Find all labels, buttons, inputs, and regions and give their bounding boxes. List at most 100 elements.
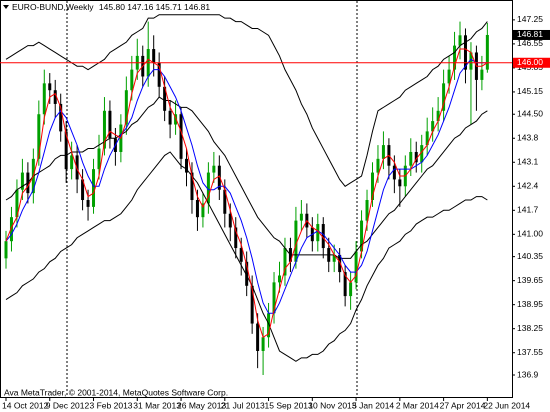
candle-body [354, 251, 358, 283]
y-tick-label: 145.15 [517, 86, 543, 96]
plot-frame [0, 0, 513, 398]
candle-body [206, 172, 210, 204]
candle-body [228, 213, 232, 228]
candle-body [414, 151, 418, 163]
x-tick-label: 21 Jul 2013 [221, 400, 265, 410]
candle-body [365, 200, 369, 221]
level-label-box [513, 57, 550, 68]
x-tick-label: 2 Mar 2014 [396, 400, 439, 410]
candle-body [92, 169, 96, 207]
price-label-box [513, 29, 550, 40]
candle-body [485, 34, 489, 70]
y-tick-label: 138.95 [517, 299, 543, 309]
candle-body [86, 200, 90, 207]
candle-body [70, 155, 74, 170]
x-tick-label: 3 Feb 2013 [90, 400, 133, 410]
candle-body [425, 131, 429, 146]
candle-body [37, 114, 41, 159]
symbol: EURO-BUND,Weekly [12, 2, 94, 12]
candle-body [185, 158, 189, 173]
quote-open: 145.80 [99, 2, 125, 12]
candle-body [15, 189, 19, 218]
candle-body [217, 165, 221, 190]
x-tick-label: 14 Oct 2012 [2, 400, 49, 410]
candle-body [234, 227, 238, 249]
y-tick-label: 140.35 [517, 251, 543, 261]
x-tick-label: 27 Apr 2014 [440, 400, 486, 410]
candle-body [321, 224, 325, 249]
copyright: Ava MetaTrader, © 2001-2014, MetaQuotes … [4, 387, 228, 397]
candle-body [332, 254, 336, 262]
candle-body [179, 114, 183, 159]
candle-body [245, 261, 249, 286]
candle-body [360, 220, 364, 252]
menu-icon [3, 5, 9, 9]
chart-title: EURO-BUND,Weekly 145.80 147.16 145.71 14… [12, 2, 210, 12]
indicator-line [5, 151, 488, 362]
candle-body [447, 69, 451, 84]
candle-body [152, 49, 156, 63]
candle-body [272, 282, 276, 314]
y-tick-label: 143.8 [517, 133, 539, 143]
candle-body [168, 110, 172, 125]
candle-body [316, 224, 320, 242]
candle-body [81, 179, 85, 201]
candle-body [130, 69, 134, 91]
y-tick-label: 137.55 [517, 347, 543, 357]
candle-body [343, 272, 347, 297]
quote-high: 147.16 [127, 2, 153, 12]
candle-body [174, 114, 178, 125]
candle-body [453, 45, 457, 70]
x-tick-label: 15 Sep 2013 [265, 400, 313, 410]
indicator-line [5, 14, 488, 187]
candle-body [201, 203, 205, 218]
y-tick-label: 147.25 [517, 14, 543, 24]
candle-body [458, 35, 462, 46]
candle-body [480, 69, 484, 80]
y-tick-label: 142.4 [517, 181, 539, 191]
candle-body [338, 254, 342, 273]
y-tick-label: 141.00 [517, 229, 543, 239]
candle-body [442, 83, 446, 111]
candle-body [223, 189, 227, 214]
y-tick-label: 141.7 [517, 205, 539, 215]
level-label: 146.00 [517, 57, 543, 67]
candle-body [294, 220, 298, 262]
candle-body [398, 179, 402, 187]
candle-body [392, 165, 396, 180]
candle-body [370, 172, 374, 201]
y-tick-label: 139.65 [517, 275, 543, 285]
candle-body [163, 86, 167, 111]
indicator-line [5, 58, 488, 314]
candle-body [409, 151, 413, 166]
candle-body [20, 172, 24, 190]
candle-body [42, 83, 46, 115]
candle-body [108, 110, 112, 139]
candle-body [256, 323, 260, 351]
candle-body [283, 248, 287, 276]
candle-body [463, 35, 467, 70]
indicator-line [5, 96, 488, 259]
marks [4, 14, 489, 376]
x-tick-label: 5 Jan 2014 [352, 400, 394, 410]
candle-body [420, 145, 424, 163]
x-tick-label: 10 Nov 2013 [308, 400, 356, 410]
candle-body [190, 172, 194, 201]
quote-low: 145.71 [156, 2, 182, 12]
candle-body [75, 155, 79, 180]
y-tick-label: 136.9 [517, 369, 539, 379]
candle-body [299, 213, 303, 221]
candle-body [157, 62, 161, 87]
candle-body [48, 83, 52, 91]
candle-body [261, 337, 265, 351]
candle-body [267, 313, 271, 338]
indicator-line [5, 48, 488, 339]
candle-body [97, 148, 101, 170]
candle-body [239, 248, 243, 262]
candle-body [53, 90, 57, 104]
x-tick-label: 26 May 2013 [177, 400, 226, 410]
candle-body [102, 110, 106, 149]
